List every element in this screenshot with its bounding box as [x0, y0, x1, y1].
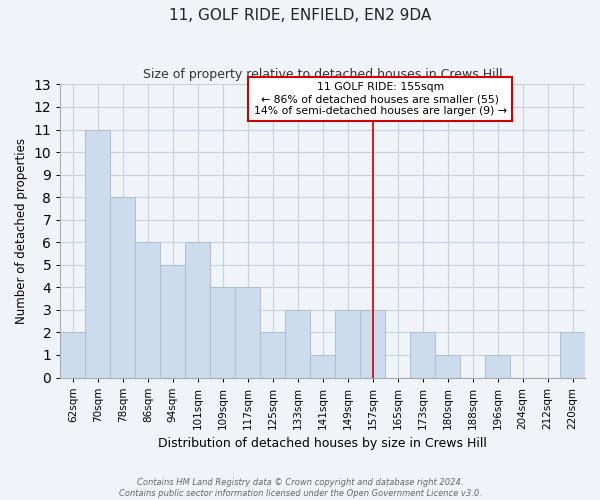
Y-axis label: Number of detached properties: Number of detached properties — [15, 138, 28, 324]
Bar — [310, 355, 335, 378]
Bar — [560, 332, 585, 378]
Bar — [61, 332, 85, 378]
Bar — [185, 242, 210, 378]
Bar — [210, 288, 235, 378]
Bar — [335, 310, 360, 378]
Text: 11, GOLF RIDE, ENFIELD, EN2 9DA: 11, GOLF RIDE, ENFIELD, EN2 9DA — [169, 8, 431, 22]
Bar — [135, 242, 160, 378]
Bar — [235, 288, 260, 378]
Bar — [435, 355, 460, 378]
Title: Size of property relative to detached houses in Crews Hill: Size of property relative to detached ho… — [143, 68, 502, 80]
Bar — [85, 130, 110, 378]
Bar — [160, 265, 185, 378]
Bar — [285, 310, 310, 378]
Bar — [360, 310, 385, 378]
Text: Contains HM Land Registry data © Crown copyright and database right 2024.
Contai: Contains HM Land Registry data © Crown c… — [119, 478, 481, 498]
X-axis label: Distribution of detached houses by size in Crews Hill: Distribution of detached houses by size … — [158, 437, 487, 450]
Text: 11 GOLF RIDE: 155sqm
← 86% of detached houses are smaller (55)
14% of semi-detac: 11 GOLF RIDE: 155sqm ← 86% of detached h… — [254, 82, 506, 116]
Bar — [485, 355, 510, 378]
Bar — [110, 197, 135, 378]
Bar — [410, 332, 435, 378]
Bar — [260, 332, 285, 378]
